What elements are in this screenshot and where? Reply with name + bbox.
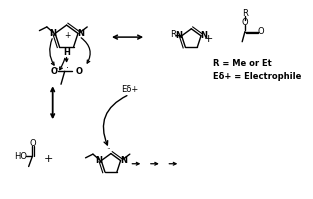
Text: O: O	[76, 67, 83, 76]
Text: Eδ+: Eδ+	[121, 85, 138, 94]
Text: ·: ·	[66, 63, 69, 74]
Text: Eδ+ = Electrophile: Eδ+ = Electrophile	[213, 72, 301, 81]
Text: O: O	[30, 139, 37, 148]
Text: H: H	[63, 48, 70, 57]
Text: -: -	[56, 65, 59, 71]
Text: +: +	[64, 31, 71, 40]
Text: R = Me or Et: R = Me or Et	[213, 60, 271, 68]
Text: O: O	[257, 27, 264, 36]
Text: N: N	[77, 29, 84, 38]
Text: +: +	[44, 154, 53, 164]
Text: N: N	[200, 31, 207, 40]
Text: O: O	[242, 18, 248, 27]
Text: +: +	[203, 34, 213, 44]
Text: ·: ·	[58, 63, 61, 74]
Text: ··: ··	[106, 145, 110, 154]
Text: N: N	[120, 156, 127, 165]
Text: HO: HO	[14, 152, 27, 161]
Text: N: N	[49, 29, 56, 38]
Text: N: N	[95, 156, 102, 165]
Text: R: R	[242, 10, 248, 19]
Text: N: N	[175, 31, 182, 40]
Text: O: O	[51, 67, 58, 76]
Text: R: R	[170, 30, 176, 39]
